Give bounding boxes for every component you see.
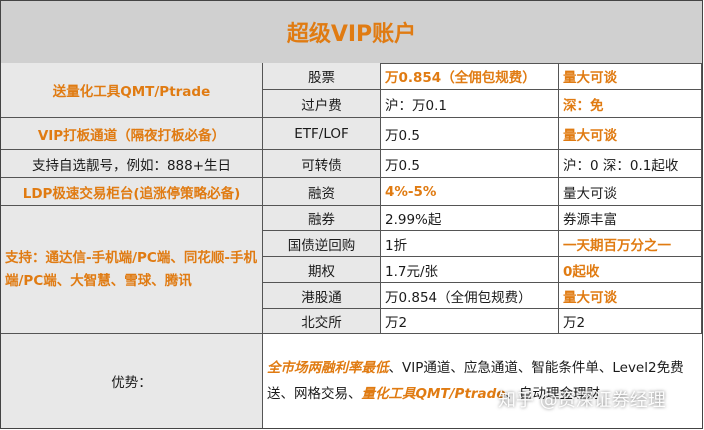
advantages-text: 全市场两融利率最低、VIP通道、应急通道、智能条件单、Level2免费送、网格交…	[263, 355, 702, 407]
row-note-hk-connect: 量大可谈	[559, 283, 702, 309]
row-note-stock: 量大可谈	[559, 63, 702, 90]
row-rate-options: 1.7元/张	[381, 257, 559, 283]
row-note-transfer-fee: 深：免	[559, 90, 702, 118]
advantage-quant-tools: 量化工具QMT/Ptrade	[361, 386, 506, 402]
left-row-vip-channel: VIP打板通道（隔夜打板必备）	[1, 118, 263, 150]
row-name-bse: 北交所	[263, 309, 381, 334]
row-rate-transfer-fee: 沪：万0.1	[381, 90, 559, 118]
zhihu-watermark: 知乎 @资深证券经理	[498, 390, 666, 411]
row-name-hk-connect: 港股通	[263, 283, 381, 309]
row-name-etf: ETF/LOF	[263, 118, 381, 150]
left-row-ldp: LDP极速交易柜台(追涨停策略必备)	[1, 178, 263, 206]
row-rate-convertible: 万0.5	[381, 150, 559, 178]
advantage-auto-finance: 、自动理金理财	[505, 386, 601, 402]
row-rate-etf: 万0.5	[381, 118, 559, 150]
left-row-custom-number: 支持自选靓号，例如：888+生日	[1, 150, 263, 178]
row-rate-margin: 4%-5%	[381, 178, 559, 206]
left-row-platforms: 支持：通达信-手机端/PC端、同花顺-手机端/PC端、大智慧、雪球、腾讯	[1, 206, 263, 334]
row-name-reverse-repo: 国债逆回购	[263, 231, 381, 257]
row-note-short-selling: 券源丰富	[559, 206, 702, 231]
row-note-reverse-repo: 一天期百万分之一	[559, 231, 702, 257]
advantages-content: 全市场两融利率最低、VIP通道、应急通道、智能条件单、Level2免费送、网格交…	[263, 334, 702, 428]
row-rate-stock: 万0.854（全佣包规费）	[381, 63, 559, 90]
row-rate-reverse-repo: 1折	[381, 231, 559, 257]
row-name-transfer-fee: 过户费	[263, 90, 381, 118]
row-rate-bse: 万2	[381, 309, 559, 334]
row-name-margin: 融资	[263, 178, 381, 206]
advantage-features: 、VIP通道、应急通道、智能条件单、Level2免费送、网格交易、	[267, 360, 684, 402]
row-note-bse: 万2	[559, 309, 702, 334]
advantage-lowest-rate: 全市场两融利率最低	[267, 360, 389, 376]
table-title: 超级VIP账户	[1, 1, 702, 64]
advantages-label: 优势：	[1, 334, 263, 428]
row-note-margin: 量大可谈	[559, 178, 702, 206]
left-row-qmt: 送量化工具QMT/Ptrade	[1, 63, 263, 118]
row-name-options: 期权	[263, 257, 381, 283]
row-rate-hk-connect: 万0.854（全佣包规费）	[381, 283, 559, 309]
row-note-convertible: 沪：0 深：0.1起收	[559, 150, 702, 178]
row-note-etf: 量大可谈	[559, 118, 702, 150]
row-name-convertible: 可转债	[263, 150, 381, 178]
row-rate-short-selling: 2.99%起	[381, 206, 559, 231]
row-note-options: 0起收	[559, 257, 702, 283]
row-name-short-selling: 融券	[263, 206, 381, 231]
row-name-stock: 股票	[263, 63, 381, 90]
